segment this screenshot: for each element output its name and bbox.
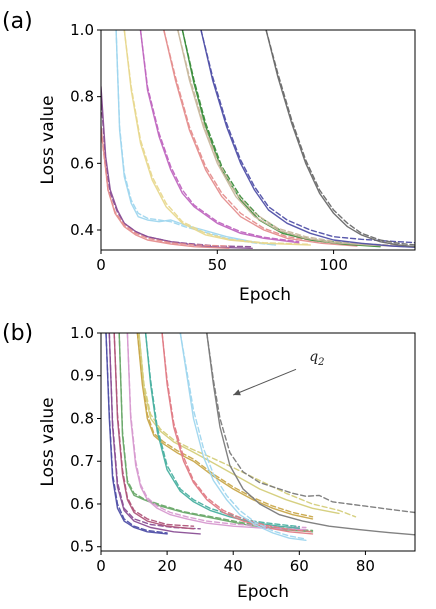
panel-b-series-line-15 xyxy=(144,333,300,528)
annotation-q2-sub: 2 xyxy=(317,357,324,368)
panel-b-series-line-1 xyxy=(105,333,168,534)
panel-b-series-line-14 xyxy=(144,333,300,529)
panel-b-series-line-8 xyxy=(126,333,307,531)
x-tick-label: 50 xyxy=(208,256,227,274)
panel-b-series-line-4 xyxy=(113,333,195,530)
y-tick-label: 0.7 xyxy=(70,452,94,470)
panel-a-series-line-18 xyxy=(265,30,415,248)
panel-a-series-line-14 xyxy=(177,30,405,248)
panel-a-series-line-3 xyxy=(101,129,230,247)
panel-a-series-line-9 xyxy=(139,30,300,243)
panel-a-series-line-7 xyxy=(123,30,311,245)
panel-a-series-line-19 xyxy=(265,30,415,246)
y-tick-label: 0.6 xyxy=(70,154,94,172)
y-tick-label: 1.0 xyxy=(70,324,94,342)
panel-b-series-line-13 xyxy=(138,333,357,518)
panel-a-series-line-15 xyxy=(177,30,405,247)
panel-a-label: (a) xyxy=(2,9,33,34)
panel-b-axes: 0 20 40 60 80 0.5 0.6 0.7 0.8 0.9 1.0 xyxy=(70,324,416,575)
x-tick-label: 0 xyxy=(96,256,106,274)
panel-a-series-line-10 xyxy=(163,30,358,247)
panel-b-series-line-5 xyxy=(113,333,195,527)
panel-b-annotation: q2 xyxy=(233,349,325,396)
annotation-arrow-head xyxy=(233,389,241,396)
x-tick-label: 0 xyxy=(96,557,106,575)
panel-a-series-line-8 xyxy=(139,30,300,244)
panel-a-series-line-17 xyxy=(200,30,415,244)
panel-b-label: (b) xyxy=(2,321,33,346)
panel-a-series-line-4 xyxy=(115,30,277,246)
x-tick-label: 80 xyxy=(356,557,375,575)
x-tick-label: 100 xyxy=(319,256,348,274)
x-tick-label: 20 xyxy=(158,557,177,575)
plot-frame xyxy=(100,29,416,251)
panel-b-series-line-19 xyxy=(179,333,307,540)
panel-b-series-line-12 xyxy=(138,333,340,515)
annotation-arrow xyxy=(233,368,297,396)
panel-a: (a) 0 50 100 0.4 0.6 0.8 1.0 Epoch Loss value xyxy=(2,9,416,305)
annotation-q2-main: q xyxy=(309,349,318,365)
panel-b-series-line-18 xyxy=(179,333,307,541)
panel-a-series-line-16 xyxy=(200,30,415,248)
panel-a-ylabel: Loss value xyxy=(38,95,58,184)
panel-b-series-line-9 xyxy=(126,333,307,529)
y-tick-label: 0.9 xyxy=(70,367,94,385)
y-tick-label: 1.0 xyxy=(70,21,94,39)
panel-b: (b) 0 20 40 60 80 0.5 0.6 0.7 0.8 0.9 1.0 Epoch Lo… xyxy=(2,321,416,602)
panel-b-series-line-17 xyxy=(161,333,314,533)
y-tick-label: 0.8 xyxy=(70,409,94,427)
y-tick-label: 0.6 xyxy=(70,495,94,513)
plot-frame xyxy=(100,332,416,552)
x-tick-label: 60 xyxy=(290,557,309,575)
panel-b-xlabel: Epoch xyxy=(237,582,289,602)
panel-a-series-line-13 xyxy=(181,30,381,247)
x-tick-label: 40 xyxy=(224,557,243,575)
panel-b-series-line-10 xyxy=(136,333,314,520)
y-tick-label: 0.4 xyxy=(70,221,94,239)
panel-b-series-line-11 xyxy=(136,333,314,518)
panel-b-series-group xyxy=(105,333,415,541)
panel-a-xlabel: Epoch xyxy=(239,285,291,305)
panel-a-series-line-6 xyxy=(123,30,311,246)
panel-b-series-line-21 xyxy=(206,333,415,514)
y-tick-label: 0.8 xyxy=(70,88,94,106)
y-tick-label: 0.5 xyxy=(70,538,94,556)
panel-b-ylabel: Loss value xyxy=(38,397,58,486)
panel-a-series-line-5 xyxy=(115,30,277,246)
annotation-q2: q2 xyxy=(309,349,324,368)
panel-a-axes: 0 50 100 0.4 0.6 0.8 1.0 xyxy=(70,21,416,274)
panel-b-series-line-20 xyxy=(206,333,415,536)
panel-a-series-group xyxy=(101,30,415,249)
